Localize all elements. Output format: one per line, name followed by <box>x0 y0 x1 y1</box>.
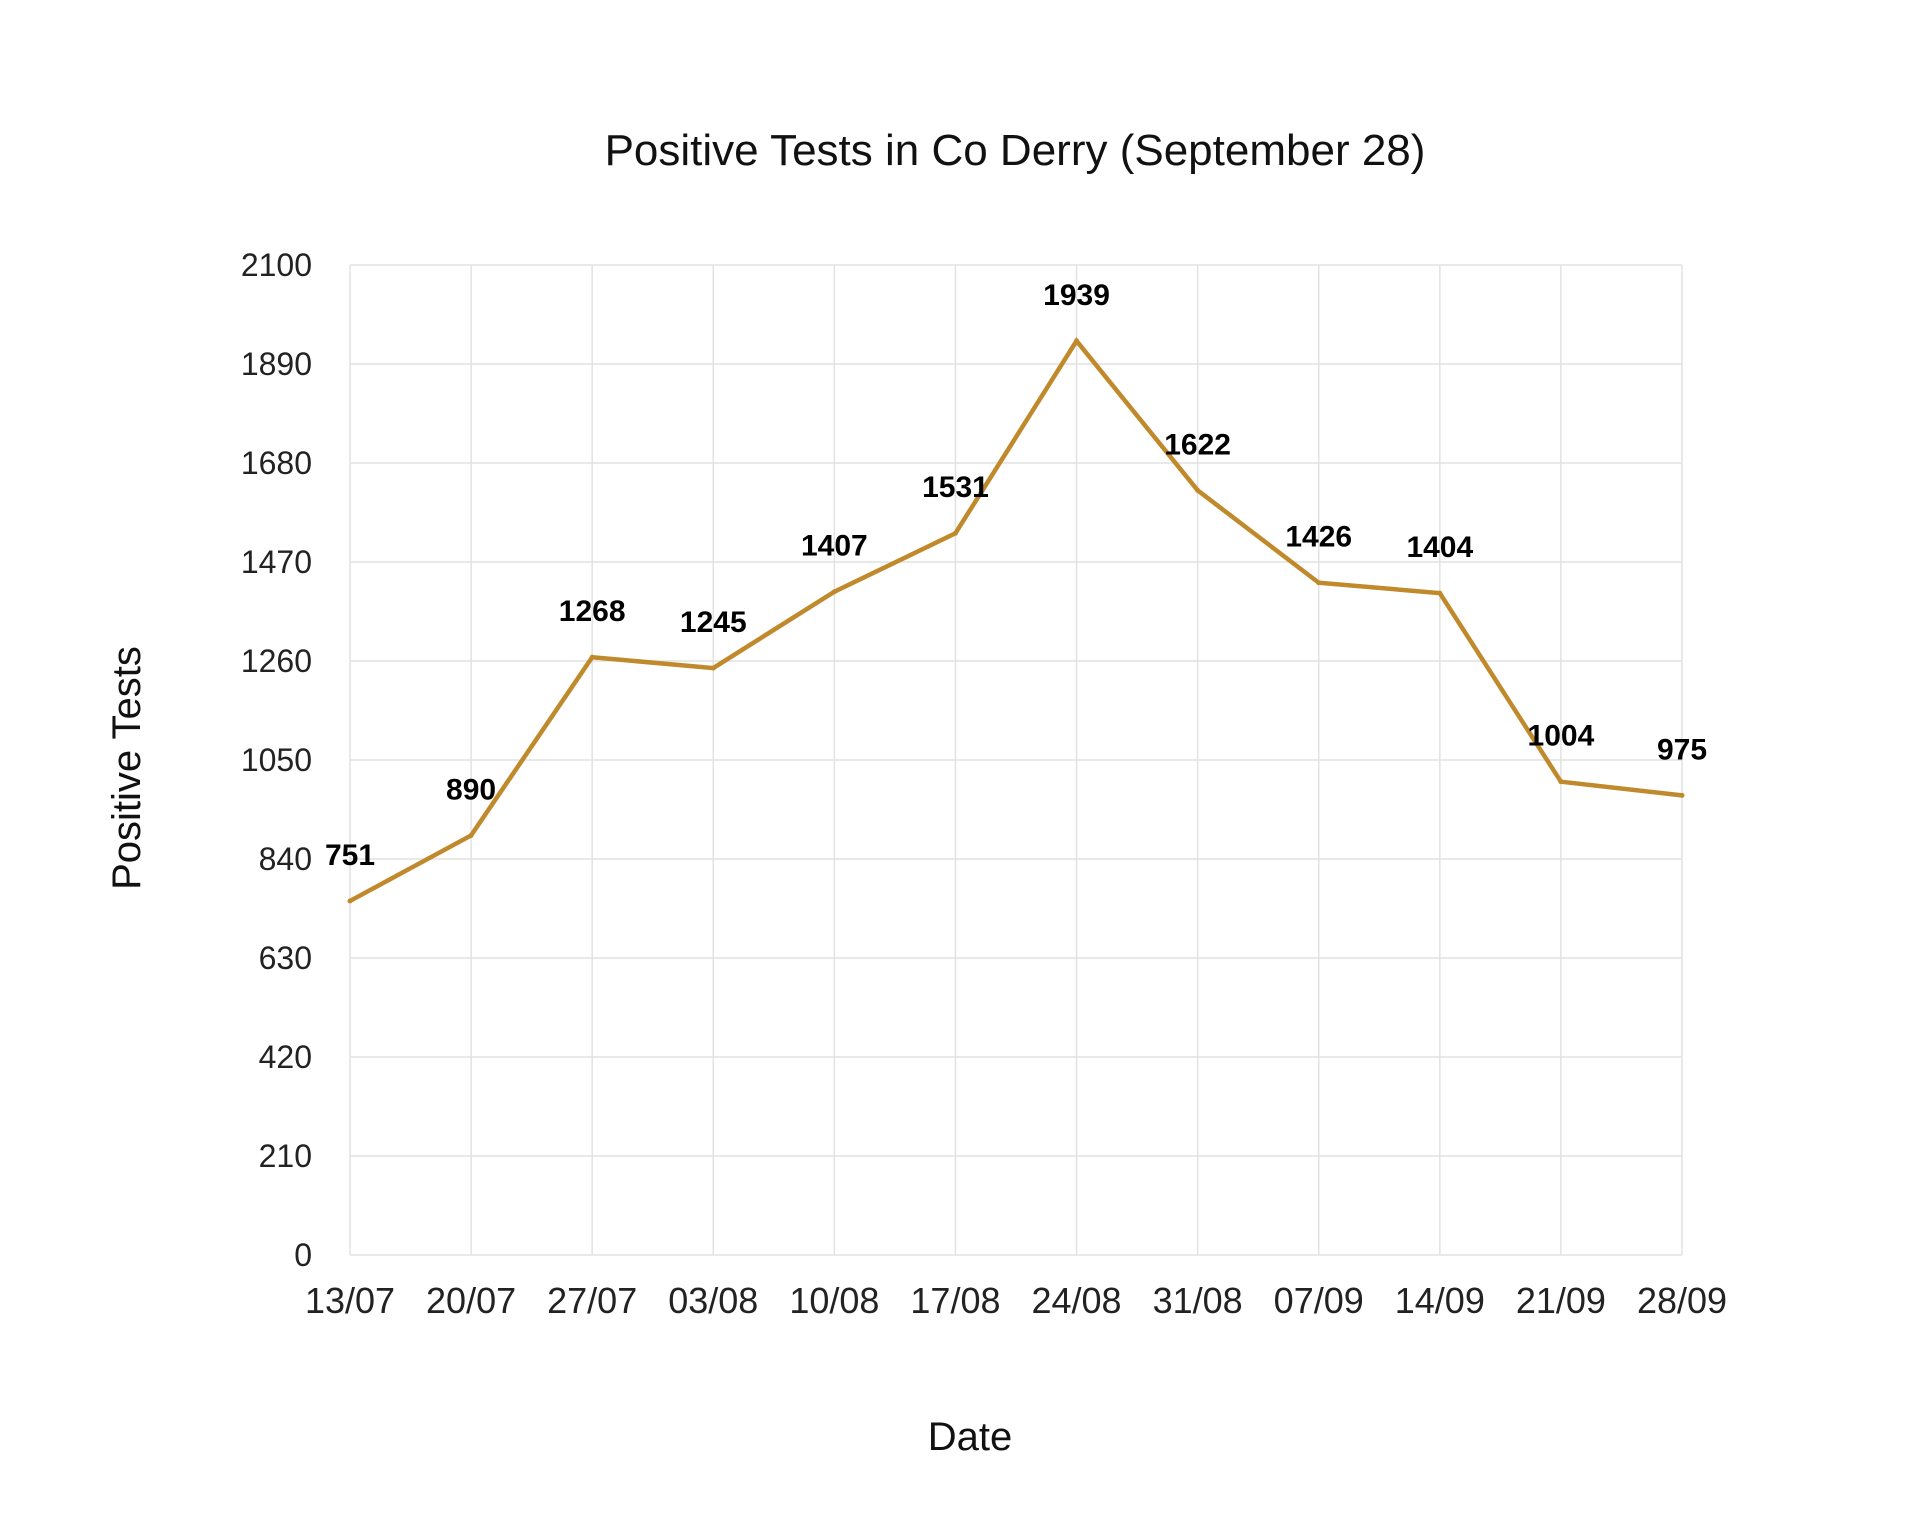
y-tick-label: 1050 <box>241 742 312 778</box>
data-label: 1268 <box>559 595 626 628</box>
y-tick-label: 1890 <box>241 346 312 382</box>
x-tick-label: 03/08 <box>668 1280 758 1321</box>
data-label: 1404 <box>1406 531 1473 564</box>
data-point <box>831 589 837 595</box>
data-label: 1245 <box>680 606 747 639</box>
x-tick-label: 13/07 <box>305 1280 395 1321</box>
data-point <box>347 898 353 904</box>
data-point <box>1074 338 1080 344</box>
y-tick-label: 1470 <box>241 544 312 580</box>
data-point <box>1316 580 1322 586</box>
data-label: 975 <box>1657 733 1707 766</box>
grid-lines <box>349 264 1683 1256</box>
x-tick-label: 17/08 <box>910 1280 1000 1321</box>
data-labels: 751 890 1268 1245 1407 1531 1939 1622 1426 1404 10… <box>325 279 1707 872</box>
x-tick-label: 24/08 <box>1031 1280 1121 1321</box>
x-axis-ticks: 13/07 20/07 27/07 03/08 10/08 17/08 24/08 31/08… <box>305 1280 1727 1321</box>
data-label: 1407 <box>801 530 868 563</box>
data-label: 751 <box>325 839 375 872</box>
x-tick-label: 28/09 <box>1637 1280 1727 1321</box>
y-tick-label: 2100 <box>241 247 312 283</box>
x-tick-label: 21/09 <box>1516 1280 1606 1321</box>
data-point <box>589 654 595 660</box>
data-point <box>952 530 958 536</box>
x-tick-label: 14/09 <box>1395 1280 1485 1321</box>
x-axis-title: Date <box>928 1415 1013 1459</box>
y-tick-label: 630 <box>259 940 312 976</box>
x-tick-label: 20/07 <box>426 1280 516 1321</box>
data-label: 1426 <box>1285 521 1352 554</box>
y-tick-label: 420 <box>259 1039 312 1075</box>
y-tick-label: 1260 <box>241 643 312 679</box>
y-tick-label: 0 <box>294 1237 312 1273</box>
data-label: 1939 <box>1043 279 1110 312</box>
data-label: 1004 <box>1528 720 1595 753</box>
y-axis-title: Positive Tests <box>105 646 149 890</box>
series-layer <box>347 337 1685 904</box>
x-tick-label: 27/07 <box>547 1280 637 1321</box>
x-tick-label: 07/09 <box>1274 1280 1364 1321</box>
series-line <box>348 337 1683 903</box>
data-point <box>710 665 716 671</box>
data-point <box>468 832 474 838</box>
x-tick-label: 10/08 <box>789 1280 879 1321</box>
x-tick-label: 31/08 <box>1153 1280 1243 1321</box>
data-point <box>1437 590 1443 596</box>
y-tick-label: 840 <box>259 841 312 877</box>
data-point <box>1679 792 1685 798</box>
y-axis-ticks: 0 210 420 630 840 1050 1260 1470 1680 1890 2100 <box>241 247 312 1273</box>
chart-title: Positive Tests in Co Derry (September 28… <box>605 126 1426 175</box>
data-label: 890 <box>446 773 496 806</box>
data-label: 1622 <box>1164 428 1231 461</box>
y-tick-label: 210 <box>259 1138 312 1174</box>
data-label: 1531 <box>922 471 989 504</box>
y-tick-label: 1680 <box>241 445 312 481</box>
data-point <box>1558 779 1564 785</box>
data-point <box>1195 487 1201 493</box>
